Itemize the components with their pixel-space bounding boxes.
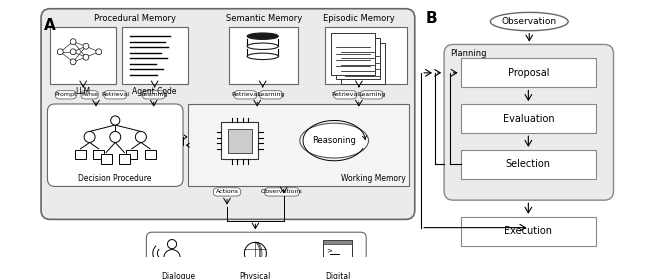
Text: Selection: Selection bbox=[506, 159, 551, 169]
FancyBboxPatch shape bbox=[93, 150, 104, 159]
Ellipse shape bbox=[247, 33, 278, 39]
FancyBboxPatch shape bbox=[213, 188, 240, 196]
Text: LLM: LLM bbox=[75, 86, 91, 96]
Text: Learning: Learning bbox=[140, 92, 168, 97]
Text: Prompt: Prompt bbox=[55, 92, 77, 97]
FancyBboxPatch shape bbox=[126, 150, 137, 159]
FancyBboxPatch shape bbox=[444, 44, 614, 200]
Text: Digital: Digital bbox=[325, 272, 350, 279]
Circle shape bbox=[70, 59, 76, 65]
Bar bbox=[228, 129, 252, 153]
Text: Semantic Memory: Semantic Memory bbox=[226, 14, 302, 23]
Text: Retrieval: Retrieval bbox=[331, 92, 359, 97]
Text: Decision Procedure: Decision Procedure bbox=[79, 174, 152, 183]
Text: >: > bbox=[326, 247, 332, 254]
Circle shape bbox=[83, 54, 89, 60]
Bar bbox=[323, 240, 352, 261]
FancyBboxPatch shape bbox=[119, 154, 130, 163]
Bar bbox=[341, 43, 385, 84]
Circle shape bbox=[57, 49, 63, 55]
Bar bbox=[336, 38, 380, 79]
Ellipse shape bbox=[300, 123, 369, 158]
Ellipse shape bbox=[490, 12, 568, 31]
Bar bbox=[323, 240, 352, 244]
Circle shape bbox=[135, 131, 146, 143]
Bar bbox=[188, 104, 410, 186]
Text: Retrieval: Retrieval bbox=[101, 92, 129, 97]
Text: Observations: Observations bbox=[261, 189, 303, 194]
Text: Agent Code: Agent Code bbox=[133, 86, 177, 96]
Circle shape bbox=[96, 49, 101, 55]
FancyBboxPatch shape bbox=[55, 91, 76, 99]
FancyBboxPatch shape bbox=[47, 104, 183, 186]
FancyBboxPatch shape bbox=[81, 91, 98, 99]
FancyBboxPatch shape bbox=[234, 91, 257, 99]
Bar bbox=[461, 150, 596, 179]
Ellipse shape bbox=[247, 43, 278, 49]
FancyBboxPatch shape bbox=[101, 154, 112, 163]
Circle shape bbox=[70, 49, 76, 55]
FancyBboxPatch shape bbox=[360, 91, 383, 99]
Bar bbox=[461, 104, 596, 133]
Text: Physical: Physical bbox=[240, 272, 271, 279]
FancyBboxPatch shape bbox=[146, 232, 366, 279]
Text: Proposal: Proposal bbox=[508, 68, 549, 78]
Text: Observation: Observation bbox=[502, 17, 557, 26]
Circle shape bbox=[84, 131, 95, 143]
Text: Procedural Memory: Procedural Memory bbox=[94, 14, 176, 23]
Text: Learning: Learning bbox=[257, 92, 285, 97]
Text: Episodic Memory: Episodic Memory bbox=[323, 14, 395, 23]
Text: Working Memory: Working Memory bbox=[341, 174, 406, 183]
Text: Reasoning: Reasoning bbox=[312, 136, 356, 145]
FancyBboxPatch shape bbox=[104, 91, 127, 99]
Text: B: B bbox=[426, 11, 437, 26]
Bar bbox=[325, 27, 408, 84]
Text: Dialogue: Dialogue bbox=[161, 272, 196, 279]
FancyBboxPatch shape bbox=[333, 91, 357, 99]
Text: Learning: Learning bbox=[358, 92, 385, 97]
Text: Evaluation: Evaluation bbox=[502, 114, 554, 124]
Bar bbox=[50, 27, 116, 84]
Bar bbox=[461, 58, 596, 88]
Bar bbox=[122, 27, 188, 84]
Circle shape bbox=[83, 43, 89, 49]
Circle shape bbox=[110, 131, 121, 143]
Bar bbox=[332, 33, 376, 75]
FancyBboxPatch shape bbox=[144, 150, 155, 159]
Text: Planning: Planning bbox=[450, 49, 487, 58]
FancyBboxPatch shape bbox=[142, 91, 165, 99]
Bar bbox=[222, 122, 258, 159]
Text: Execution: Execution bbox=[504, 226, 552, 236]
Text: Actions: Actions bbox=[216, 189, 239, 194]
FancyBboxPatch shape bbox=[259, 91, 282, 99]
Circle shape bbox=[70, 39, 76, 45]
Text: A: A bbox=[44, 18, 55, 33]
Text: Retrieval: Retrieval bbox=[231, 92, 259, 97]
Ellipse shape bbox=[247, 53, 278, 59]
Circle shape bbox=[168, 240, 177, 249]
Circle shape bbox=[244, 242, 266, 264]
FancyBboxPatch shape bbox=[265, 188, 300, 196]
Circle shape bbox=[111, 116, 120, 125]
FancyBboxPatch shape bbox=[75, 150, 86, 159]
Bar bbox=[229, 27, 298, 84]
Text: Parse: Parse bbox=[81, 92, 98, 97]
FancyBboxPatch shape bbox=[41, 9, 415, 219]
Bar bbox=[461, 217, 596, 246]
